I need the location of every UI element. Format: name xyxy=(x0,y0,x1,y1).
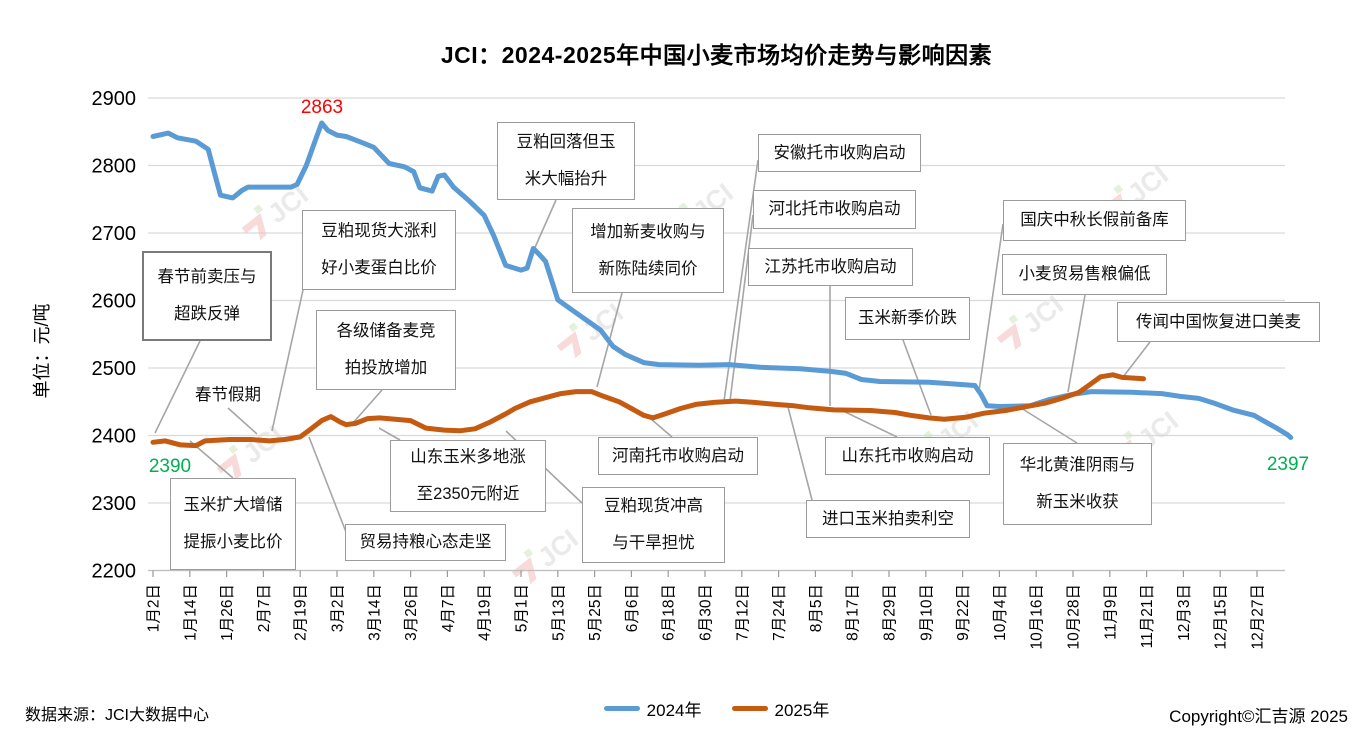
point-value-label: 2397 xyxy=(1267,454,1309,475)
x-tick-label: 6月6日 xyxy=(624,584,641,632)
jci-watermark-text: JCI xyxy=(237,420,289,470)
x-tick-label: 10月4日 xyxy=(992,584,1009,641)
x-tick-label: 1月26日 xyxy=(219,584,236,641)
x-tick-label: 12月3日 xyxy=(1176,584,1193,641)
point-value-label: 2863 xyxy=(301,97,343,118)
y-tick-label: 2800 xyxy=(92,156,137,178)
jci-watermark-icon: JCI xyxy=(666,178,739,239)
x-tick-label: 4月19日 xyxy=(477,584,494,641)
annotation-leader-line xyxy=(154,340,201,434)
annotation-leader-line xyxy=(650,418,673,438)
annotation-leader-line xyxy=(271,289,304,432)
x-tick-label: 3月2日 xyxy=(330,584,347,632)
legend-item: 2025年 xyxy=(731,696,830,721)
jci-watermark-text: JCI xyxy=(532,524,584,574)
chart-legend: 2024年 2025年 xyxy=(148,696,1285,721)
jci-watermark-text: JCI xyxy=(577,298,629,348)
x-tick-label: 7月12日 xyxy=(734,584,751,641)
jci-watermark-text: JCI xyxy=(1122,160,1174,210)
annotation-leader-line xyxy=(378,427,401,441)
annotation-leader-line xyxy=(838,408,898,438)
x-tick-label: 11月9日 xyxy=(1102,584,1119,640)
jci-watermark-icon: JCI xyxy=(1101,160,1174,221)
annotation-leader-line xyxy=(729,214,754,402)
annotation-leader-line xyxy=(505,430,583,504)
legend-swatch xyxy=(731,706,768,711)
jci-watermark-text: JCI xyxy=(1132,406,1184,456)
legend-label: 2025年 xyxy=(774,701,830,720)
annotation-leader-line xyxy=(532,199,557,253)
point-value-label: 2390 xyxy=(149,456,191,477)
jci-watermark-icon: JCI xyxy=(511,524,584,585)
series-line-2024年 xyxy=(150,120,1294,440)
x-tick-label: 5月25日 xyxy=(587,584,604,641)
y-tick-label: 2700 xyxy=(92,223,137,245)
x-tick-label: 12月27日 xyxy=(1250,584,1267,649)
x-tick-label: 7月24日 xyxy=(771,584,788,641)
annotation-leader-line xyxy=(1020,407,1078,444)
copyright-label: Copyright©汇吉源 2025 xyxy=(1169,707,1348,726)
jci-watermark-text: JCI xyxy=(687,178,739,228)
x-tick-label: 9月10日 xyxy=(918,584,935,641)
y-tick-label: 2400 xyxy=(92,426,137,448)
annotation-leader-line xyxy=(351,389,383,425)
x-tick-label: 2月7日 xyxy=(256,584,273,632)
legend-swatch xyxy=(603,706,640,711)
x-tick-label: 9月22日 xyxy=(955,584,972,641)
jci-watermark-icon: JCI xyxy=(996,290,1069,351)
annotation-leader-line xyxy=(1122,341,1151,378)
x-tick-label: 5月13日 xyxy=(550,584,567,641)
x-tick-label: 11月21日 xyxy=(1139,584,1156,648)
annotation-leader-line xyxy=(902,339,932,416)
y-tick-label: 2500 xyxy=(92,358,137,380)
annotation-leader-line xyxy=(1067,294,1086,393)
page-title: JCI：2024-2025年中国小麦市场均价走势与影响因素 xyxy=(440,42,993,68)
x-tick-label: 12月15日 xyxy=(1213,584,1230,649)
annotation-leader-line xyxy=(787,406,813,501)
x-tick-label: 4月7日 xyxy=(440,584,457,632)
data-source-label: 数据来源：JCI大数据中心 xyxy=(25,707,210,724)
annotation-leader-line xyxy=(227,407,258,435)
annotation-leader-line xyxy=(308,436,347,533)
x-tick-label: 10月28日 xyxy=(1066,584,1083,649)
annotation-leader-line xyxy=(978,223,1004,392)
legend-label: 2024年 xyxy=(646,701,702,720)
x-tick-label: 8月29日 xyxy=(882,584,899,641)
x-tick-label: 3月14日 xyxy=(366,584,383,641)
y-tick-label: 2300 xyxy=(92,493,137,515)
jci-watermark-text: JCI xyxy=(1017,290,1069,340)
x-tick-label: 5月1日 xyxy=(514,584,531,632)
jci-watermark-icon: JCI xyxy=(1111,406,1184,467)
x-tick-label: 8月17日 xyxy=(845,584,862,641)
annotation-leader-line xyxy=(723,159,759,402)
y-tick-label: 2600 xyxy=(92,291,137,313)
series-line-2025年 xyxy=(150,372,1146,449)
x-tick-label: 3月26日 xyxy=(403,584,420,641)
x-tick-label: 8月5日 xyxy=(808,584,825,632)
x-tick-label: 1月14日 xyxy=(182,584,199,641)
y-tick-label: 2200 xyxy=(92,561,137,583)
x-tick-label: 6月30日 xyxy=(698,584,715,641)
y-tick-label: 2900 xyxy=(92,88,137,110)
legend-item: 2024年 xyxy=(603,696,702,721)
x-tick-label: 10月16日 xyxy=(1029,584,1046,649)
x-tick-label: 6月18日 xyxy=(661,584,678,641)
x-tick-label: 2月19日 xyxy=(293,584,310,641)
x-tick-label: 1月2日 xyxy=(146,584,163,632)
